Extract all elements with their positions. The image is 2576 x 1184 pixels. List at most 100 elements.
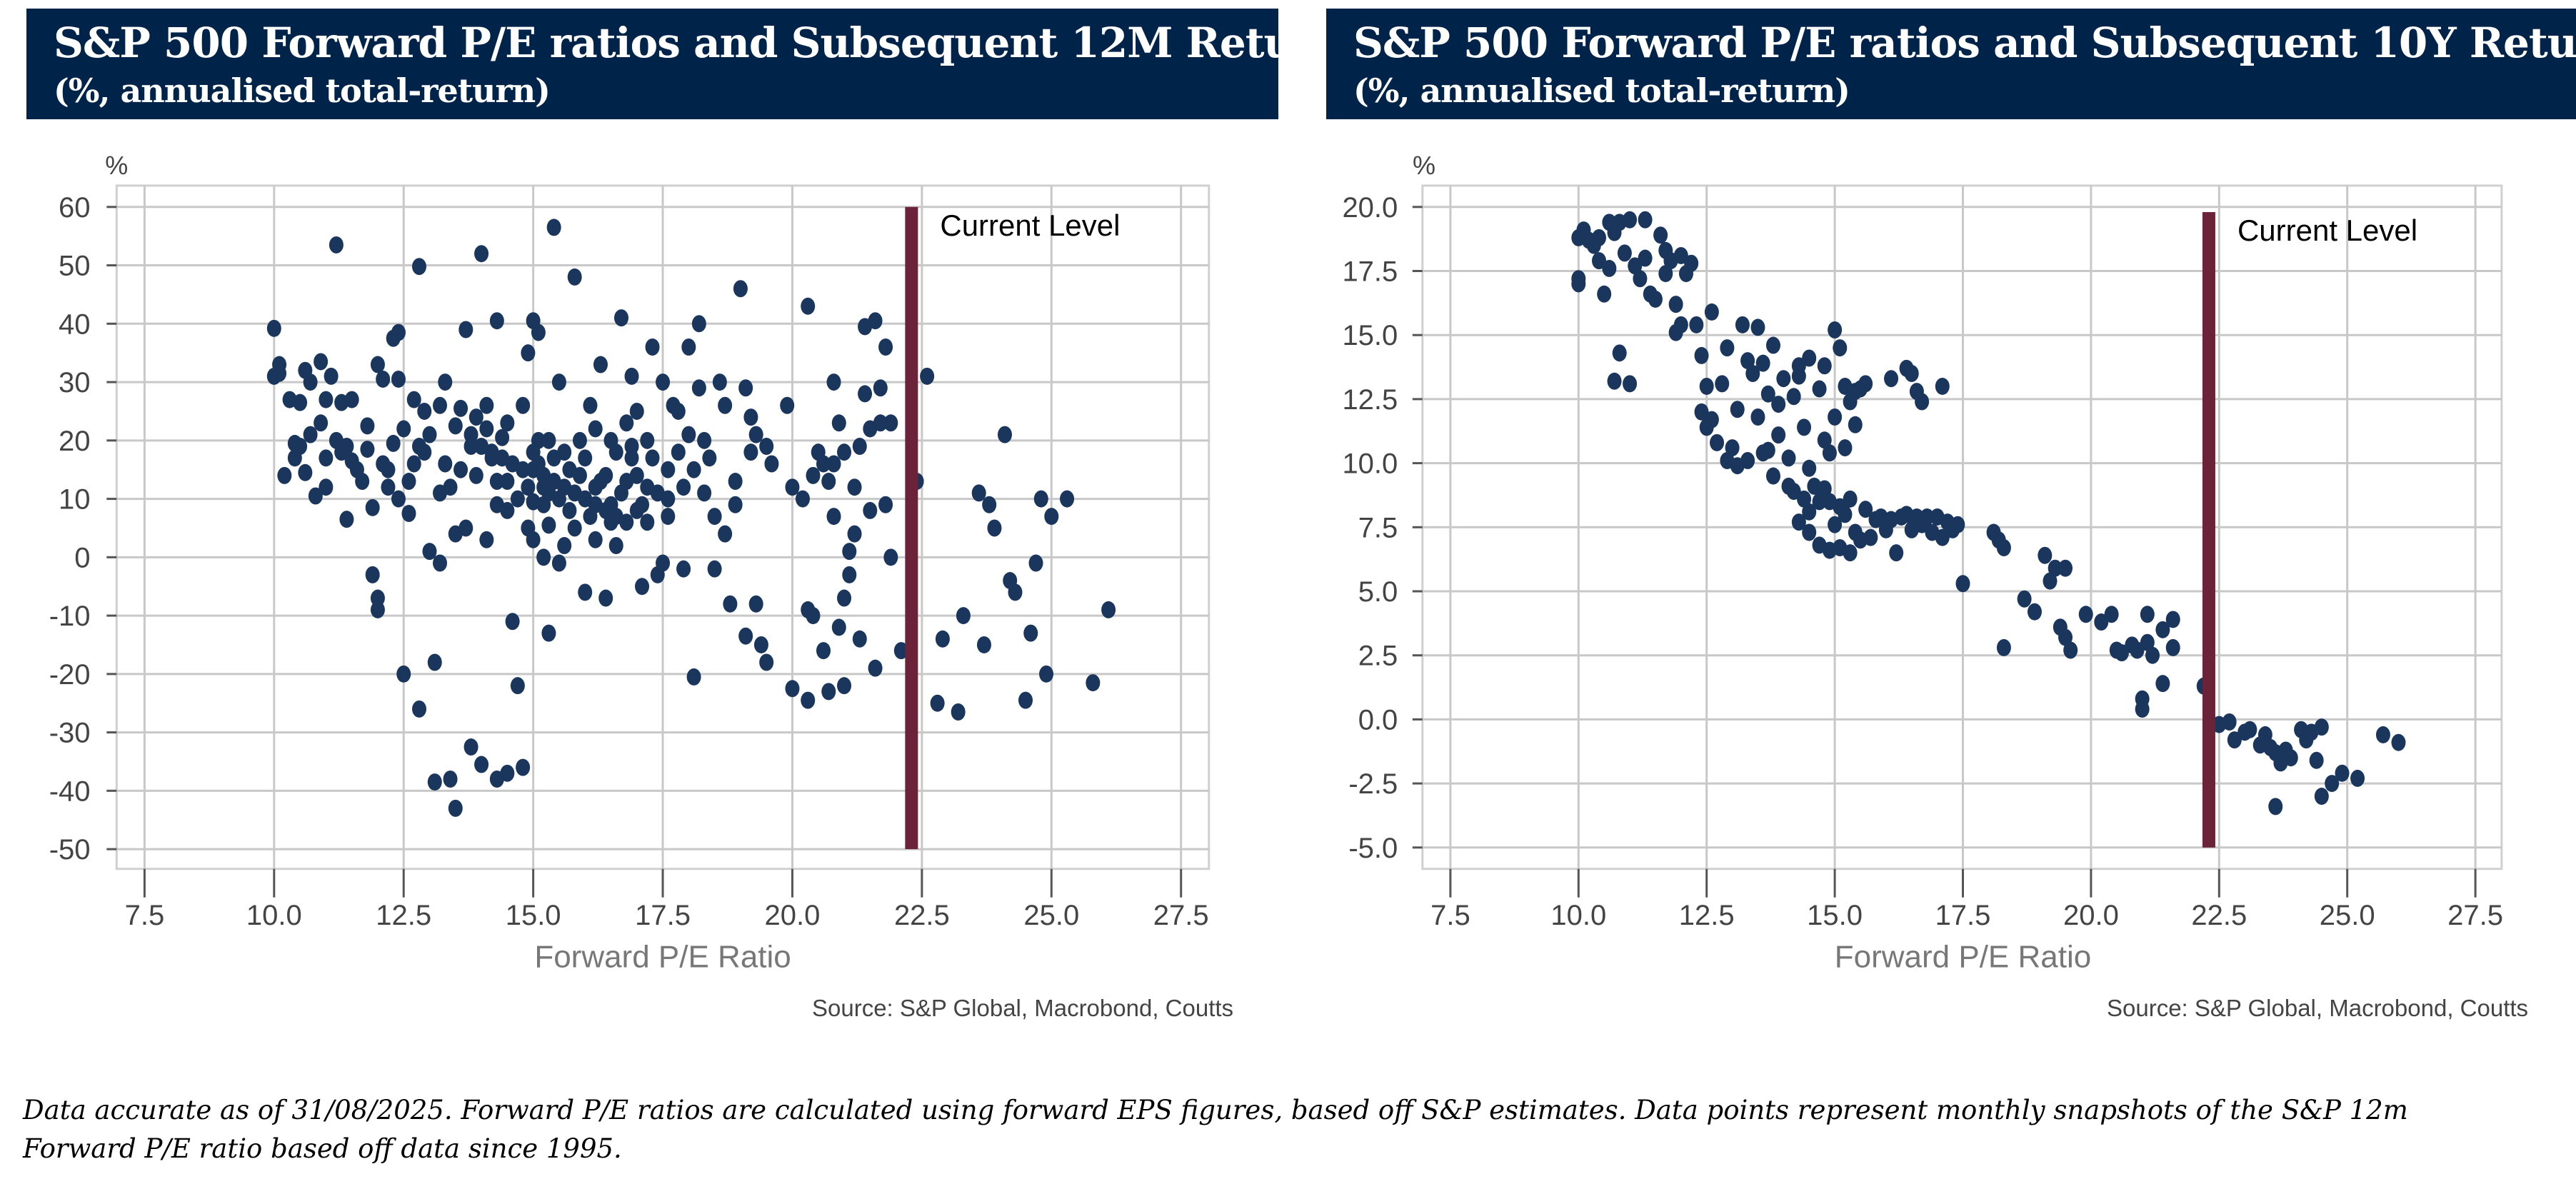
data-point [635,578,650,596]
data-point [1797,418,1812,436]
data-point [920,367,935,385]
data-point [370,356,385,373]
data-point [1039,665,1054,683]
y-tick-label: 0.0 [1358,704,1398,736]
data-point [2094,613,2109,631]
data-point [578,449,593,467]
data-point [676,478,691,496]
data-point [365,566,380,583]
x-tick-label: 7.5 [1430,900,1470,931]
data-point [2043,572,2058,590]
data-point [645,449,660,467]
data-point [697,484,712,502]
data-point [1628,257,1643,275]
y-tick-label: 50 [59,251,91,282]
data-point [2048,559,2063,577]
data-point [816,455,831,473]
data-point [1018,691,1033,709]
y-tick-label: 10 [59,484,91,516]
data-point [287,449,302,467]
data-point [422,426,437,443]
data-point [1812,380,1827,398]
data-point [588,531,603,548]
data-point [468,466,483,484]
x-tick-label: 15.0 [1807,900,1863,931]
data-point [1915,393,1930,411]
data-point [381,478,396,496]
y-tick-label: -20 [49,659,91,691]
data-point [2027,603,2042,621]
left-scatter-chart: 7.5 10.0 12.5 15.0 17.5 20.0 22.5 25.0 27.5 60 50 4… [49,151,1211,975]
data-point [479,420,494,438]
data-point [1750,408,1765,426]
data-point [1689,316,1704,333]
data-point [1771,396,1786,413]
data-point [826,455,841,473]
x-tick-label: 20.0 [2063,900,2119,931]
data-point [516,396,531,414]
data-point [2350,769,2365,787]
right-source-note: Source: S&P Global, Macrobond, Coutts [2107,995,2529,1021]
data-point [319,391,334,408]
data-point [1935,377,1950,395]
data-point [1955,575,1970,593]
x-tick-label: 25.0 [1023,900,1079,931]
data-point [355,473,370,491]
data-point [521,519,536,537]
y-tick-label: -50 [49,834,91,866]
y-tick-label: 7.5 [1358,512,1398,543]
data-point [2155,675,2170,693]
data-point [510,490,525,508]
data-point [1658,265,1673,283]
data-point [272,364,287,382]
data-point [1028,554,1043,572]
data-point [406,455,421,473]
data-point [1802,349,1817,367]
data-point [536,496,551,513]
data-point [738,379,753,397]
data-point [1812,493,1827,511]
data-point [1802,459,1817,477]
data-point [453,399,468,417]
data-point [1633,270,1648,288]
data-point [764,455,779,473]
data-point [1765,467,1780,485]
data-point [645,338,660,356]
data-point [624,367,639,385]
data-point [277,466,292,484]
data-point [2165,611,2180,628]
data-point [656,554,671,572]
data-point [1996,638,2011,656]
data-point [1597,285,1612,303]
data-point [858,385,873,403]
data-point [1863,528,1878,546]
data-point [381,461,396,478]
data-point [2038,546,2053,564]
data-point [319,449,334,467]
data-point [661,461,676,478]
x-axis-label: Forward P/E Ratio [534,940,791,975]
data-point [474,756,489,773]
data-point [1607,372,1622,390]
data-point [1101,601,1116,618]
data-point [438,373,453,391]
data-point [1684,254,1699,272]
data-point [2268,798,2283,816]
data-point [1843,490,1858,508]
data-point [557,536,572,554]
data-point [598,589,613,607]
data-point [681,338,696,356]
data-point [661,508,676,526]
data-point [603,431,618,449]
data-point [1044,508,1059,526]
data-point [1884,370,1899,388]
data-point [666,396,681,414]
data-point [661,490,676,508]
data-point [635,496,650,513]
data-point [1740,352,1755,370]
data-point [987,519,1002,537]
data-point [583,396,598,414]
data-point [391,370,406,388]
data-point [2130,641,2145,659]
x-tick-label: 17.5 [1935,900,1991,931]
